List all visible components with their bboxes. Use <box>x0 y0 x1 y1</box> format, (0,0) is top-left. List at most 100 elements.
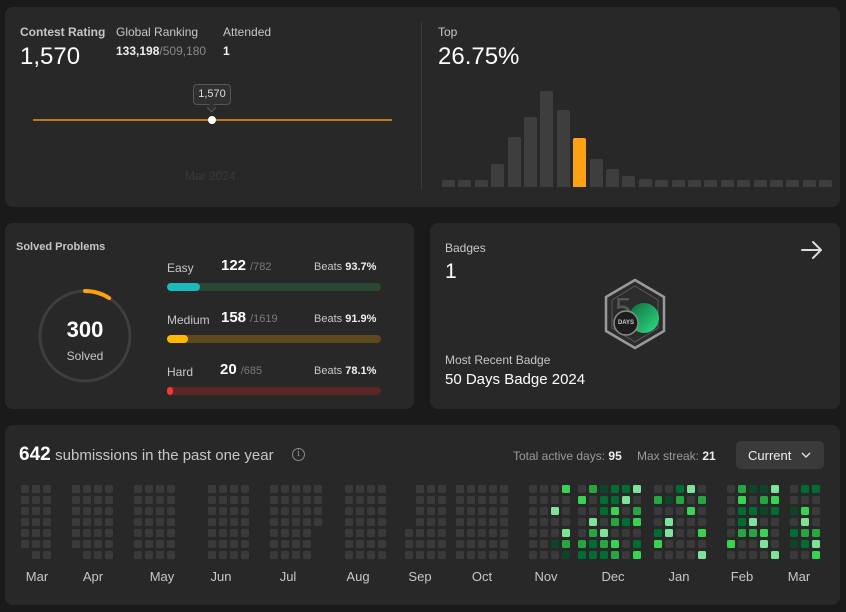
heatmap-cell <box>43 496 51 504</box>
heatmap-cell <box>94 507 102 515</box>
heatmap-cell <box>562 551 570 559</box>
heatmap-cell <box>589 518 597 526</box>
histogram-bar <box>474 180 488 187</box>
heatmap-cell <box>241 496 249 504</box>
difficulty-solved-count: 20 <box>220 361 237 378</box>
heatmap-cell <box>698 540 706 548</box>
heatmap-cell <box>665 540 673 548</box>
heatmap-cell <box>738 496 746 504</box>
rating-point[interactable] <box>208 116 216 124</box>
heatmap-cell <box>633 540 641 548</box>
heatmap-cell <box>145 540 153 548</box>
heatmap-cell <box>105 485 113 493</box>
heatmap-cell <box>622 551 630 559</box>
heatmap-cell <box>600 507 608 515</box>
info-icon[interactable]: i <box>292 448 305 461</box>
heatmap-cell <box>812 529 820 537</box>
heatmap-cell <box>314 496 322 504</box>
heatmap-cell <box>654 518 662 526</box>
heatmap-cell <box>622 540 630 548</box>
attended-value: 1 <box>223 44 230 58</box>
beats-value: 91.9% <box>345 313 377 325</box>
heatmap-cell <box>676 540 684 548</box>
heatmap-cell <box>665 518 673 526</box>
heatmap-cell <box>771 551 779 559</box>
heatmap-cell <box>416 496 424 504</box>
heatmap-cell <box>21 496 29 504</box>
heatmap-cell <box>314 507 322 515</box>
heatmap-cell <box>529 496 537 504</box>
heatmap-cell <box>270 551 278 559</box>
heatmap-cell <box>367 551 375 559</box>
heatmap-cell <box>219 507 227 515</box>
heatmap-cell <box>72 518 80 526</box>
heatmap-cell <box>83 518 91 526</box>
heatmap-cell <box>578 496 586 504</box>
histogram-bar <box>737 180 751 187</box>
heatmap-cell <box>812 540 820 548</box>
ranking-total: /509,180 <box>159 44 207 58</box>
heatmap-cell <box>738 485 746 493</box>
heatmap-cell <box>456 529 464 537</box>
heatmap-cell <box>367 529 375 537</box>
heatmap-cell <box>676 507 684 515</box>
heatmap-cell <box>665 551 673 559</box>
histogram-bar <box>491 164 505 187</box>
histogram-bar <box>540 91 554 187</box>
heatmap-cell <box>356 540 364 548</box>
heatmap-cell <box>676 485 684 493</box>
heatmap-cell <box>208 540 216 548</box>
heatmap-cell <box>367 485 375 493</box>
heatmap-cell <box>489 518 497 526</box>
heatmap-cell <box>281 518 289 526</box>
heatmap-cell <box>478 551 486 559</box>
difficulty-total: /1619 <box>250 313 278 325</box>
heatmap-cell <box>208 518 216 526</box>
month-label: Sep <box>408 569 432 584</box>
heatmap-cell <box>611 518 619 526</box>
heatmap-cell <box>427 540 435 548</box>
period-select[interactable]: Current <box>736 441 824 469</box>
heatmap-cell <box>500 518 508 526</box>
submissions-count: 642 <box>19 444 51 465</box>
difficulty-total: /782 <box>250 261 272 273</box>
heatmap-cell <box>611 540 619 548</box>
heatmap-cell <box>241 551 249 559</box>
heatmap-cell <box>230 540 238 548</box>
heatmap-cell <box>219 551 227 559</box>
heatmap-cell <box>790 507 798 515</box>
histogram-bar <box>671 180 685 187</box>
heatmap-cell <box>230 529 238 537</box>
histogram-bar <box>556 110 570 187</box>
heatmap-cell <box>438 540 446 548</box>
heatmap-cell <box>529 540 537 548</box>
fifty-days-badge-icon[interactable]: 5 DAYS <box>600 278 670 350</box>
most-recent-badge-name: 50 Days Badge 2024 <box>445 371 586 388</box>
heatmap-cell <box>83 507 91 515</box>
heatmap-cell <box>416 518 424 526</box>
heatmap-cell <box>687 507 695 515</box>
solved-problems-card: Solved Problems 300 Solved Easy 122/782 Be… <box>5 223 414 409</box>
heatmap-cell <box>219 529 227 537</box>
heatmap-cell <box>698 485 706 493</box>
heatmap-cell <box>241 518 249 526</box>
heatmap-cell <box>687 551 695 559</box>
heatmap-cell <box>467 507 475 515</box>
heatmap-cell <box>478 485 486 493</box>
heatmap-cell <box>230 507 238 515</box>
heatmap-cell <box>687 518 695 526</box>
heatmap-cell <box>94 529 102 537</box>
heatmap-cell <box>21 507 29 515</box>
arrow-right-icon[interactable] <box>799 237 825 263</box>
heatmap-cell <box>378 551 386 559</box>
heatmap-cell <box>551 529 559 537</box>
heatmap-cell <box>105 540 113 548</box>
heatmap-cell <box>540 518 548 526</box>
heatmap-cell <box>790 518 798 526</box>
heatmap-cell <box>654 496 662 504</box>
heatmap-cell <box>622 496 630 504</box>
heatmap-cell <box>478 518 486 526</box>
heatmap-cell <box>801 496 809 504</box>
heatmap-cell <box>378 540 386 548</box>
heatmap-cell <box>378 496 386 504</box>
